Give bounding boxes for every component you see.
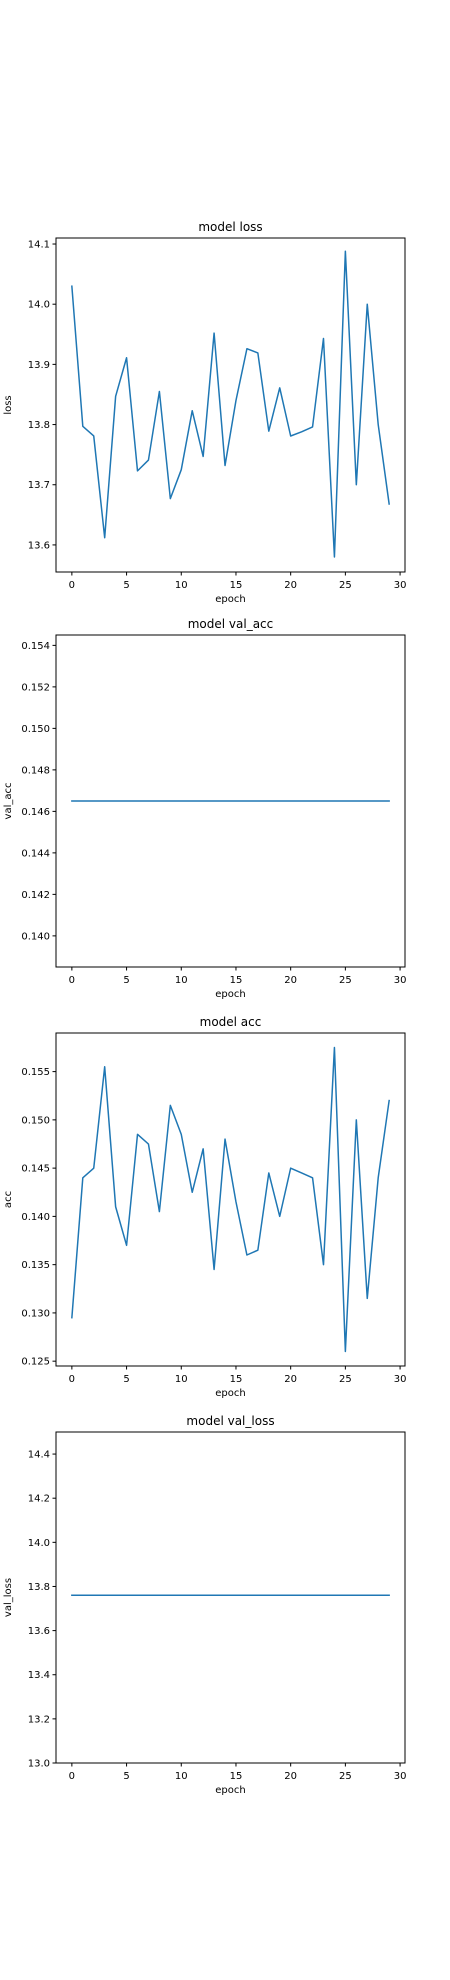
x-tick-label: 5	[123, 1374, 129, 1385]
x-tick-label: 0	[69, 1374, 75, 1385]
x-tick-label: 30	[394, 975, 407, 986]
chart-title: model val_acc	[188, 617, 274, 631]
y-tick-label: 0.146	[21, 807, 50, 818]
x-tick-label: 30	[394, 1771, 407, 1782]
chart-3: 0 5 10 15 20 25 30 13.0 13.2 13.4 13.6 13.8 14.0 14.2…	[3, 1414, 406, 1796]
y-tick-label: 0.154	[21, 641, 50, 652]
y-tick-label: 0.142	[21, 890, 50, 901]
y-axis-label: val_acc	[3, 783, 14, 820]
x-tick-label: 15	[230, 580, 243, 591]
y-tick-label: 13.6	[28, 1626, 50, 1637]
series-line	[71, 250, 390, 558]
x-tick-label: 15	[230, 1771, 243, 1782]
y-tick-label: 13.4	[28, 1670, 50, 1681]
y-tick-label: 0.140	[21, 1212, 50, 1223]
y-tick-label: 13.7	[28, 480, 50, 491]
y-tick-label: 0.135	[21, 1260, 50, 1271]
y-tick-label: 13.6	[28, 540, 50, 551]
x-tick-label: 5	[123, 580, 129, 591]
x-tick-label: 30	[394, 580, 407, 591]
x-tick-label: 25	[339, 1771, 352, 1782]
x-tick-label: 0	[69, 580, 75, 591]
x-tick-label: 15	[230, 975, 243, 986]
y-axis-label: val_loss	[3, 1578, 14, 1617]
y-tick-label: 13.9	[28, 360, 50, 371]
y-tick-label: 0.145	[21, 1164, 50, 1175]
axes-frame	[55, 634, 406, 968]
y-tick-label: 0.148	[21, 765, 50, 776]
y-tick-label: 0.144	[21, 848, 50, 859]
y-axis-label: loss	[3, 395, 14, 414]
chart-1: 0 5 10 15 20 25 30 0.140 0.142 0.144 0.146 0.148 0.1…	[3, 617, 406, 1000]
series-line	[71, 1046, 390, 1353]
y-tick-label: 13.8	[28, 420, 50, 431]
x-tick-label: 20	[284, 975, 297, 986]
chart-title: model acc	[200, 1015, 262, 1029]
x-tick-label: 25	[339, 580, 352, 591]
x-tick-label: 10	[175, 975, 188, 986]
x-tick-label: 25	[339, 1374, 352, 1385]
x-tick-label: 0	[69, 975, 75, 986]
x-tick-label: 10	[175, 1374, 188, 1385]
x-axis-label: epoch	[215, 594, 245, 605]
x-tick-label: 20	[284, 1374, 297, 1385]
y-tick-label: 14.2	[28, 1494, 50, 1505]
x-tick-label: 10	[175, 580, 188, 591]
y-tick-label: 14.4	[28, 1450, 50, 1461]
axes-frame	[55, 237, 406, 573]
chart-title: model val_loss	[186, 1414, 274, 1428]
chart-2: 0 5 10 15 20 25 30 0.125 0.130 0.135 0.140 0.145 0.1…	[3, 1015, 406, 1399]
x-axis-label: epoch	[215, 1785, 245, 1796]
y-tick-label: 14.0	[28, 1538, 50, 1549]
y-tick-label: 13.0	[28, 1759, 50, 1770]
x-tick-label: 5	[123, 1771, 129, 1782]
axes-frame	[55, 1431, 406, 1764]
y-axis-label: acc	[3, 1191, 14, 1208]
y-tick-label: 0.140	[21, 931, 50, 942]
x-axis-label: epoch	[215, 989, 245, 1000]
y-tick-label: 0.152	[21, 682, 50, 693]
y-tick-label: 0.130	[21, 1308, 50, 1319]
x-axis-label: epoch	[215, 1388, 245, 1399]
y-tick-label: 0.125	[21, 1357, 50, 1368]
y-tick-label: 0.150	[21, 724, 50, 735]
x-tick-label: 0	[69, 1771, 75, 1782]
x-tick-label: 30	[394, 1374, 407, 1385]
x-tick-label: 5	[123, 975, 129, 986]
y-tick-label: 13.8	[28, 1582, 50, 1593]
y-tick-label: 0.155	[21, 1067, 50, 1078]
y-tick-label: 14.1	[28, 240, 50, 251]
x-tick-label: 15	[230, 1374, 243, 1385]
y-tick-label: 13.2	[28, 1714, 50, 1725]
y-tick-label: 0.150	[21, 1115, 50, 1126]
y-tick-label: 14.0	[28, 300, 50, 311]
chart-0: 0 5 10 15 20 25 30 13.6 13.7 13.8 13.9 14.0 14.1 mode…	[3, 220, 406, 605]
x-tick-label: 20	[284, 1771, 297, 1782]
x-tick-label: 25	[339, 975, 352, 986]
chart-title: model loss	[198, 220, 262, 234]
x-tick-label: 10	[175, 1771, 188, 1782]
axes-frame	[55, 1032, 406, 1367]
x-tick-label: 20	[284, 580, 297, 591]
